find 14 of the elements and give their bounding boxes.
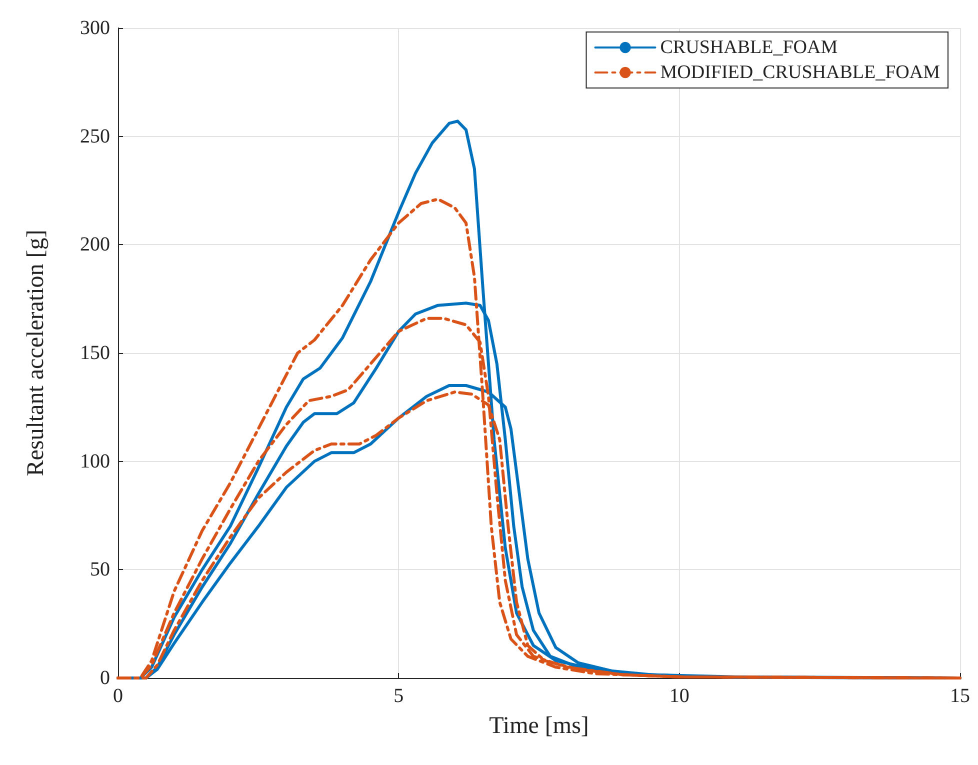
y-tick-label: 100 [80, 450, 110, 472]
x-tick-label: 15 [950, 685, 970, 707]
legend-label: MODIFIED_CRUSHABLE_FOAM [660, 62, 940, 83]
y-tick-label: 0 [100, 667, 110, 689]
y-tick-label: 200 [80, 234, 110, 256]
y-tick-label: 150 [80, 342, 110, 364]
y-tick-label: 250 [80, 125, 110, 148]
x-axis-title: Time [ms] [489, 713, 589, 739]
y-tick-label: 300 [80, 17, 110, 39]
x-tick-label: 5 [394, 685, 404, 707]
x-tick-label: 10 [669, 685, 690, 707]
legend-label: CRUSHABLE_FOAM [660, 37, 838, 58]
y-tick-label: 50 [90, 558, 110, 581]
y-axis-title: Resultant acceleration [g] [23, 230, 49, 476]
